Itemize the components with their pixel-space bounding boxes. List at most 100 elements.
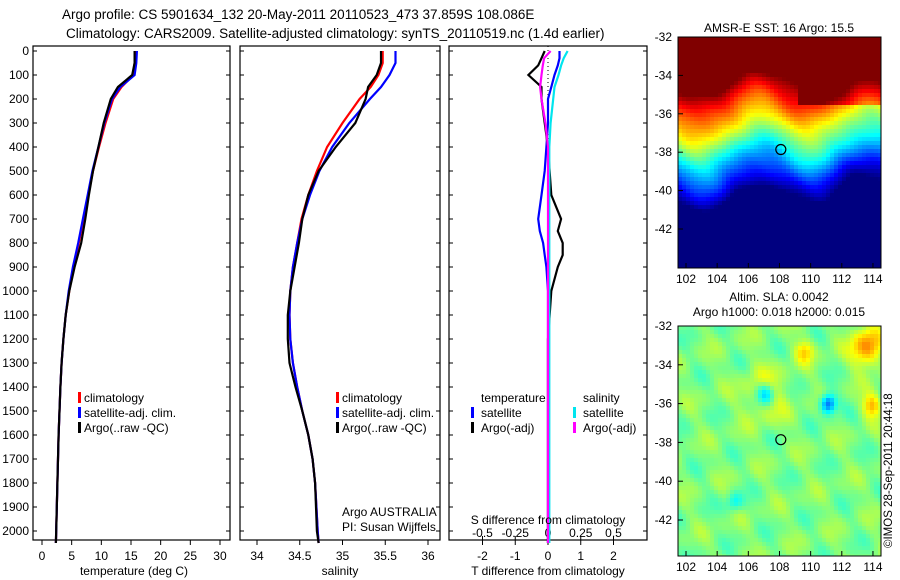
sst-cell [790, 149, 794, 153]
sst-cell [870, 205, 874, 209]
sla-cell [878, 458, 881, 462]
sla-cell [790, 378, 794, 382]
sst-cell [830, 209, 834, 213]
sst-cell [678, 69, 682, 73]
sst-cell [822, 101, 826, 105]
sla-cell [706, 426, 710, 430]
sst-cell [842, 245, 846, 249]
sst-cell [754, 181, 758, 185]
sla-cell [870, 430, 874, 434]
sst-cell [814, 161, 818, 165]
sst-cell [802, 181, 806, 185]
sst-cell [714, 157, 718, 161]
sst-cell [754, 89, 758, 93]
sla-cell [710, 334, 714, 338]
sst-cell [690, 165, 694, 169]
sla-cell [810, 370, 814, 374]
sst-cell [802, 197, 806, 201]
sla-cell [734, 422, 738, 426]
sst-cell [830, 261, 834, 265]
sst-cell [750, 201, 754, 205]
sst-cell [690, 241, 694, 245]
sst-cell [686, 241, 690, 245]
sst-cell [878, 169, 881, 173]
sla-cell [838, 434, 842, 438]
sst-cell [866, 125, 870, 129]
sst-cell [690, 93, 694, 97]
sst-cell [866, 205, 870, 209]
sla-cell [694, 422, 698, 426]
sst-cell [830, 133, 834, 137]
sst-cell [842, 205, 846, 209]
sla-cell [734, 454, 738, 458]
sst-cell [838, 237, 842, 241]
sst-cell [714, 133, 718, 137]
sla-cell [850, 350, 854, 354]
sla-cell [722, 366, 726, 370]
sla-cell [746, 406, 750, 410]
sla-cell [870, 398, 874, 402]
sla-cell [846, 362, 850, 366]
sla-cell [790, 374, 794, 378]
sst-cell [754, 177, 758, 181]
sla-cell [730, 406, 734, 410]
sla-cell [854, 342, 858, 346]
sla-cell [690, 358, 694, 362]
sst-cell [726, 193, 730, 197]
sst-cell [814, 253, 818, 257]
sla-cell [874, 390, 878, 394]
title-line-2: Climatology: CARS2009. Satellite-adjuste… [66, 26, 605, 41]
sst-cell [706, 249, 710, 253]
sst-cell [858, 201, 862, 205]
sla-cell [762, 354, 766, 358]
sst-cell [718, 169, 722, 173]
sst-cell [762, 85, 766, 89]
sla-cell [814, 350, 818, 354]
sst-cell [694, 229, 698, 233]
sst-cell [794, 125, 798, 129]
sst-cell [866, 161, 870, 165]
sst-cell [802, 97, 806, 101]
sla-cell [774, 458, 778, 462]
sst-cell [806, 57, 810, 61]
sla-cell [830, 446, 834, 450]
sst-cell [766, 245, 770, 249]
sst-cell [806, 141, 810, 145]
sst-cell [786, 37, 790, 41]
sst-cell [786, 169, 790, 173]
sst-cell [814, 57, 818, 61]
sst-cell [874, 161, 878, 165]
sst-cell [782, 129, 786, 133]
sst-cell [714, 37, 718, 41]
sst-cell [682, 49, 686, 53]
sst-cell [690, 237, 694, 241]
sla-cell [818, 406, 822, 410]
sst-cell [834, 181, 838, 185]
sla-cell [746, 394, 750, 398]
sst-cell [818, 113, 822, 117]
sst-cell [870, 221, 874, 225]
sst-cell [706, 61, 710, 65]
sla-cell [826, 406, 830, 410]
sst-cell [678, 205, 682, 209]
sst-cell [790, 77, 794, 81]
sst-cell [762, 165, 766, 169]
sla-cell [714, 402, 718, 406]
sst-cell [826, 145, 830, 149]
sst-cell [774, 221, 778, 225]
sla-cell [866, 430, 870, 434]
sst-cell [730, 101, 734, 105]
sst-cell [854, 121, 858, 125]
sla-cell [842, 342, 846, 346]
sla-cell [818, 334, 822, 338]
sst-cell [706, 41, 710, 45]
sst-cell [874, 181, 878, 185]
sst-cell [706, 197, 710, 201]
sst-cell [802, 105, 806, 109]
sst-cell [798, 237, 802, 241]
sst-cell [690, 57, 694, 61]
sst-cell [682, 225, 686, 229]
sla-cell [822, 358, 826, 362]
sla-cell [806, 454, 810, 458]
sst-cell [750, 125, 754, 129]
